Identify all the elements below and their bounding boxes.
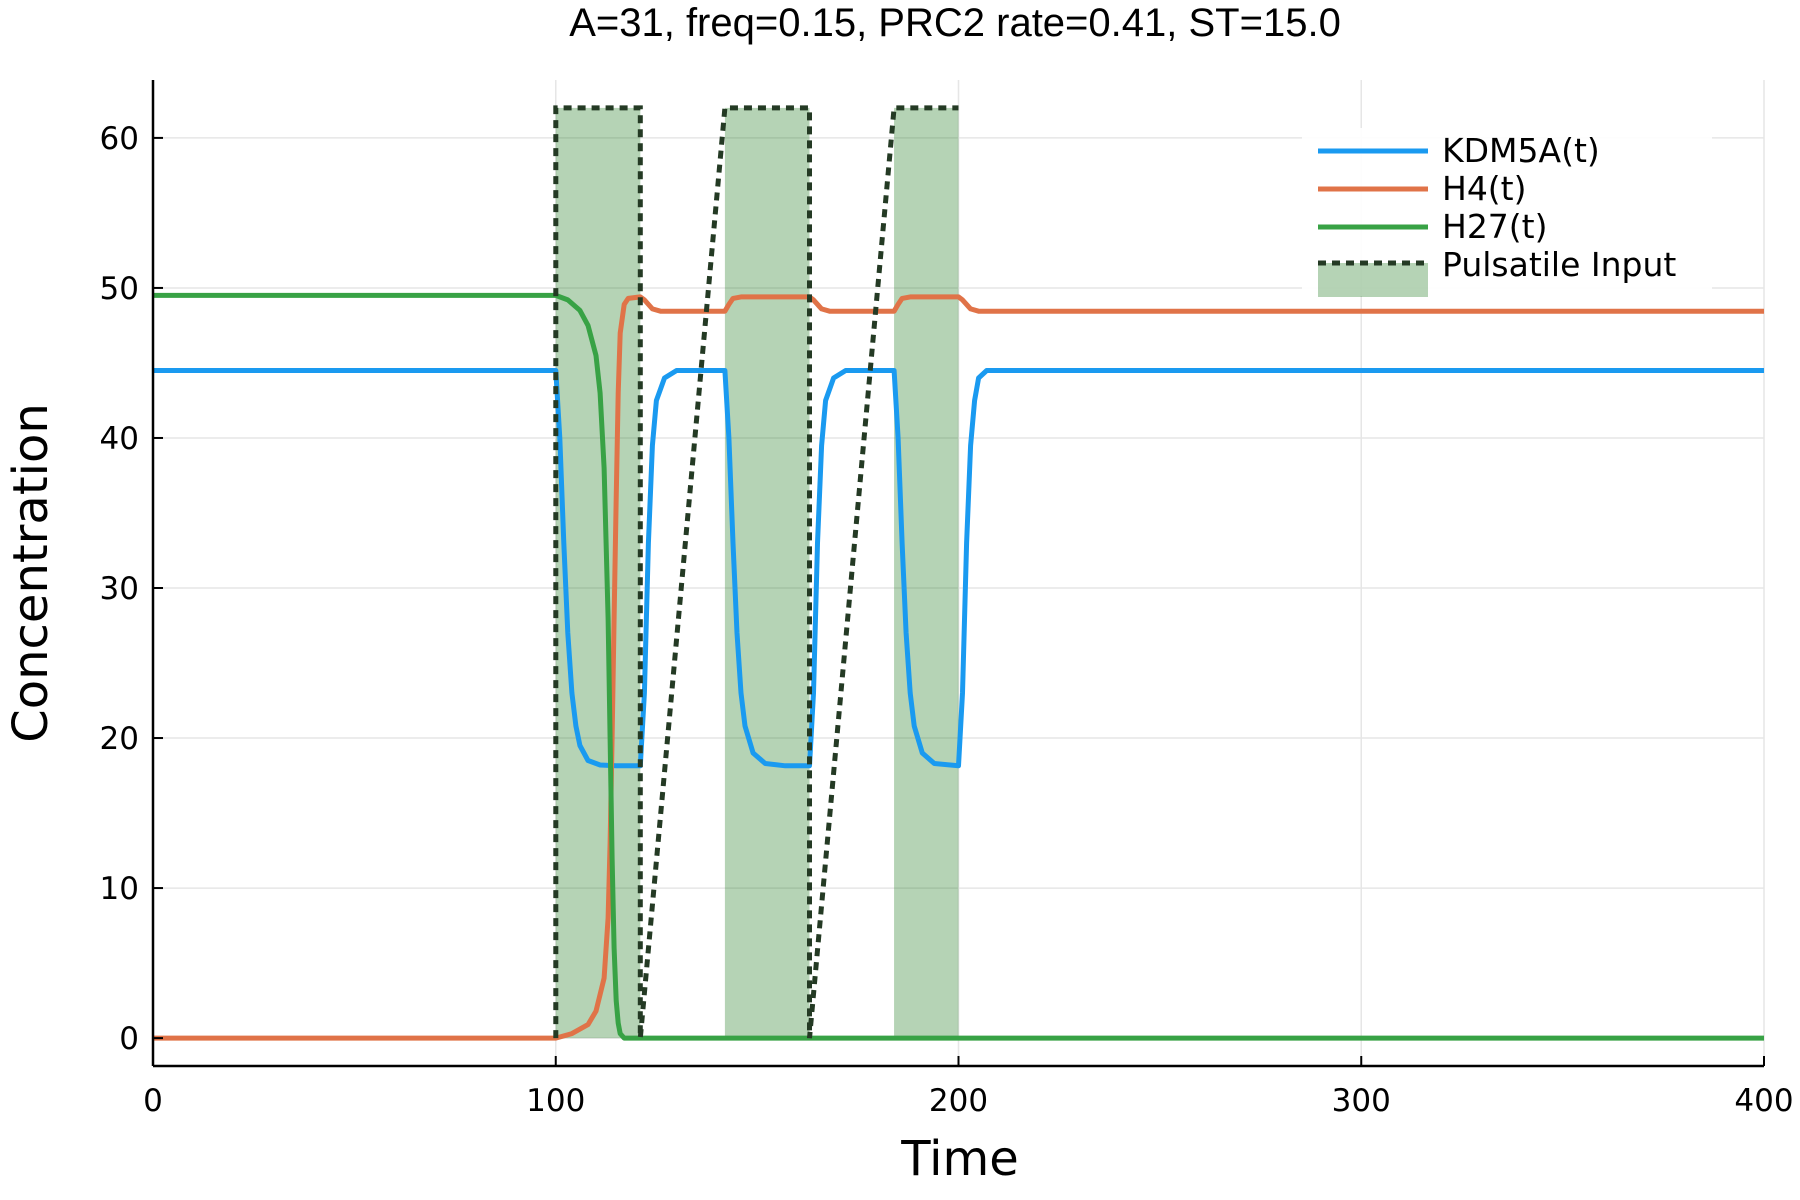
legend: KDM5A(t)H4(t)H27(t)Pulsatile Input — [1302, 128, 1712, 297]
y-tick-label: 10 — [100, 871, 139, 907]
legend-label: Pulsatile Input — [1442, 245, 1676, 284]
tick-labels: 0 100 200 300 400 0 10 20 30 40 50 60 — [100, 121, 1794, 1119]
x-tick-label: 200 — [929, 1083, 988, 1119]
pulse-input-line — [553, 105, 959, 1039]
series-line-kdm5a-t — [153, 368, 1764, 769]
legend-label: H4(t) — [1442, 169, 1527, 208]
legend-label: H27(t) — [1442, 207, 1548, 246]
chart-title: A=31, freq=0.15, PRC2 rate=0.41, ST=15.0 — [569, 1, 1341, 45]
y-tick-label: 40 — [100, 421, 139, 457]
y-tick-label: 20 — [100, 721, 139, 757]
pulse-region — [555, 107, 641, 1039]
series-line-h27-t — [153, 292, 1764, 1041]
y-tick-label: 50 — [100, 271, 139, 307]
pulse-line-group — [553, 105, 959, 1039]
legend-swatch — [1318, 263, 1428, 297]
y-tick-label: 60 — [100, 121, 139, 157]
pulse-fill-group — [555, 107, 959, 1039]
y-tick-label: 0 — [119, 1021, 139, 1057]
axes — [151, 80, 1765, 1068]
series-line-h4-t — [153, 294, 1764, 1041]
legend-box — [1302, 128, 1712, 296]
x-axis-label: Time — [900, 1131, 1018, 1187]
x-tick-label: 300 — [1332, 1083, 1391, 1119]
x-tick-label: 0 — [143, 1083, 163, 1119]
y-tick-label: 30 — [100, 571, 139, 607]
legend-label: KDM5A(t) — [1442, 131, 1600, 170]
series-group — [153, 292, 1764, 1041]
y-axis-label: Concentration — [3, 403, 59, 743]
x-tick-label: 400 — [1734, 1083, 1793, 1119]
x-tick-label: 100 — [526, 1083, 585, 1119]
pulse-region — [724, 107, 810, 1039]
